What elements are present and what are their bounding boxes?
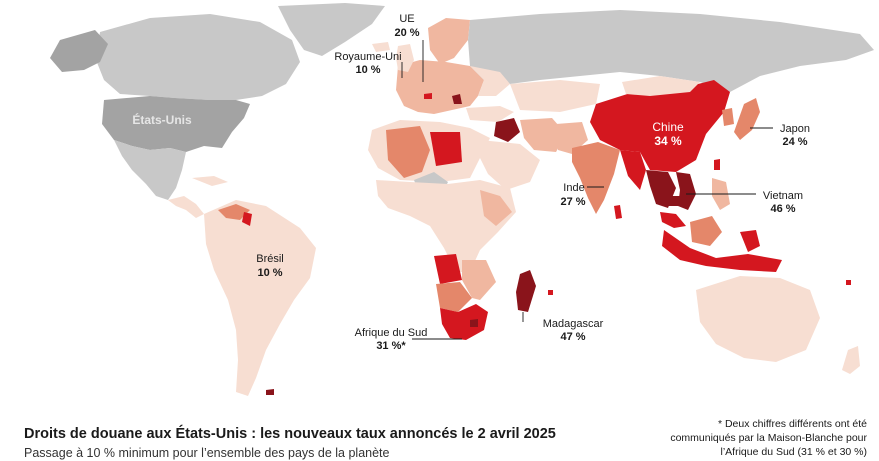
guyana	[242, 212, 252, 226]
ue-rate: 20 %	[394, 27, 419, 39]
map-title: Droits de douane aux États-Unis : les no…	[24, 426, 556, 442]
eu	[396, 60, 484, 114]
china-rate: 34 %	[654, 134, 682, 148]
pacific-islands	[846, 280, 851, 285]
uk-rate: 10 %	[355, 64, 380, 76]
ethiopia-east	[480, 190, 512, 226]
vietnam	[676, 172, 696, 210]
pakistan-afghanistan	[556, 122, 588, 154]
mongolia	[622, 76, 700, 96]
south-africa-name: Afrique du Sud	[355, 327, 428, 339]
namibia-botswana	[436, 282, 472, 312]
cambodia	[668, 196, 680, 206]
mauritius	[548, 290, 553, 295]
alaska	[50, 30, 108, 72]
algeria	[386, 126, 430, 178]
uk	[396, 44, 414, 72]
madagascar	[516, 270, 536, 312]
madagascar-name: Madagascar	[543, 318, 604, 330]
india-name: Inde	[563, 182, 584, 194]
syria-iraq	[494, 118, 520, 142]
scandinavia	[428, 18, 470, 64]
india-rate: 27 %	[560, 196, 585, 208]
india	[572, 142, 620, 214]
usa-label: États-Unis	[132, 112, 192, 127]
greenland	[278, 3, 385, 56]
sulawesi-papua	[740, 230, 760, 252]
central-america	[168, 196, 204, 218]
bangladesh-myanmar	[620, 150, 646, 190]
saudi-arabia	[480, 140, 540, 190]
taiwan	[714, 159, 720, 170]
mexico	[114, 140, 186, 200]
uk-name: Royaume-Uni	[334, 51, 401, 63]
map-subtitle: Passage à 10 % minimum pour l’ensemble d…	[24, 446, 390, 460]
russia	[468, 10, 874, 92]
china	[590, 80, 730, 172]
kazakhstan-central-asia	[510, 80, 600, 112]
korea	[722, 108, 734, 126]
lesotho	[470, 319, 478, 327]
usa	[102, 96, 250, 152]
serbia	[452, 94, 462, 104]
japan	[734, 98, 760, 140]
central-africa	[376, 180, 516, 272]
zambia-mozambique	[462, 260, 496, 300]
south-africa	[440, 304, 488, 340]
falklands	[266, 389, 274, 395]
china-name: Chine	[652, 120, 684, 134]
caribbean	[192, 176, 228, 186]
australia	[696, 276, 820, 362]
iceland	[372, 42, 390, 52]
ukraine-east-europe	[470, 66, 510, 96]
sri-lanka	[614, 205, 622, 219]
new-zealand	[842, 346, 860, 374]
madagascar-rate: 47 %	[560, 331, 585, 343]
south-africa-rate: 31 %*	[376, 340, 406, 352]
switzerland	[424, 93, 432, 99]
angola	[434, 254, 462, 284]
indonesia	[662, 230, 782, 272]
footnote: * Deux chiffres différents ont été commu…	[670, 418, 867, 458]
vietnam-rate: 46 %	[770, 203, 795, 215]
south-america	[204, 200, 316, 396]
libya	[430, 132, 462, 166]
turkey	[466, 106, 514, 122]
canada	[96, 14, 300, 100]
japan-name: Japon	[780, 123, 810, 135]
iran	[520, 118, 566, 152]
world-map: États-Unis UE 20 % Royaume-Uni 10 % Chin…	[50, 3, 874, 396]
brazil-name: Brésil	[256, 253, 284, 265]
borneo	[690, 216, 722, 246]
japan-rate: 24 %	[782, 136, 807, 148]
vietnam-name: Vietnam	[763, 190, 803, 202]
brazil-rate: 10 %	[257, 267, 282, 279]
malaysia	[660, 212, 686, 228]
ue-name: UE	[399, 13, 414, 25]
venezuela	[218, 204, 250, 220]
